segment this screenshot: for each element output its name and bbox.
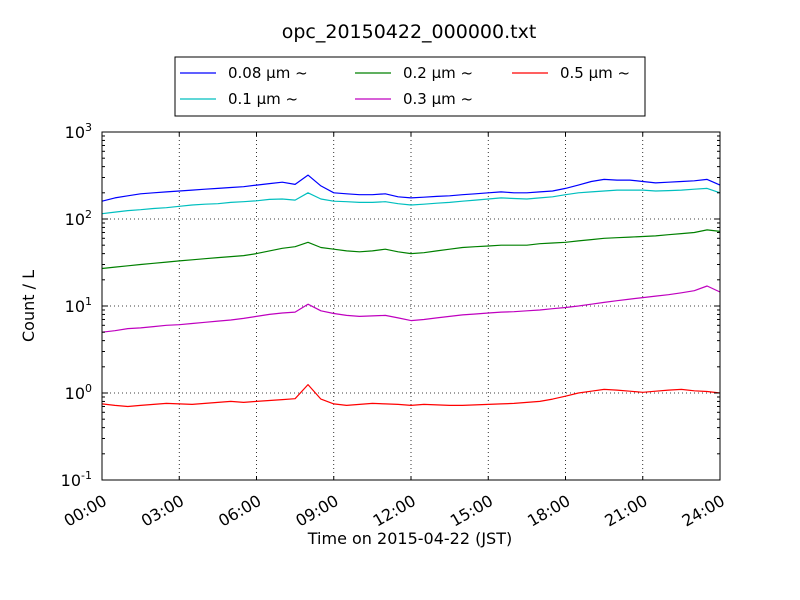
y-tick-label: 101 <box>65 295 92 316</box>
legend: 0.08 μm ~ 0.1 μm ~ 0.2 μm ~ 0.3 μm ~ 0.5 μm … <box>174 56 646 117</box>
grid <box>102 132 720 480</box>
x-tick-label: 00:00 <box>61 491 110 531</box>
x-tick-label: 03:00 <box>138 491 187 531</box>
series-line-0 <box>101 174 721 202</box>
legend-label: 0.3 μm ~ <box>403 90 473 108</box>
axis-ticks <box>101 131 721 481</box>
y-tick-label: 100 <box>65 382 92 403</box>
legend-label: 0.2 μm ~ <box>403 64 473 82</box>
y-axis-label: Count / L <box>19 270 38 342</box>
x-tick-label: 24:00 <box>679 491 728 531</box>
x-tick-label: 06:00 <box>215 491 264 531</box>
x-tick-label: 21:00 <box>601 491 650 531</box>
x-tick-labels: 00:00 03:00 06:00 09:00 12:00 15:00 18:00 21:00… <box>61 491 728 531</box>
y-tick-label: 103 <box>65 121 92 142</box>
x-tick-label: 15:00 <box>447 491 496 531</box>
series-line-1 <box>101 187 721 215</box>
legend-label: 0.08 μm ~ <box>228 64 308 82</box>
series-line-4 <box>101 384 721 408</box>
legend-label: 0.5 μm ~ <box>560 64 630 82</box>
y-tick-label: 10-1 <box>61 469 92 490</box>
series-line-2 <box>101 229 721 270</box>
chart-title: opc_20150422_000000.txt <box>282 21 537 43</box>
legend-label: 0.1 μm ~ <box>228 90 298 108</box>
x-tick-label: 09:00 <box>292 491 341 531</box>
x-tick-label: 12:00 <box>370 491 419 531</box>
legend-box <box>174 56 646 117</box>
x-tick-label: 18:00 <box>524 491 573 531</box>
series-line-3 <box>101 285 721 333</box>
series-layer <box>101 174 721 408</box>
y-tick-label: 102 <box>65 208 92 229</box>
y-tick-labels: 10-1 100 101 102 103 <box>61 121 92 490</box>
x-axis-label: Time on 2015-04-22 (JST) <box>307 529 512 548</box>
